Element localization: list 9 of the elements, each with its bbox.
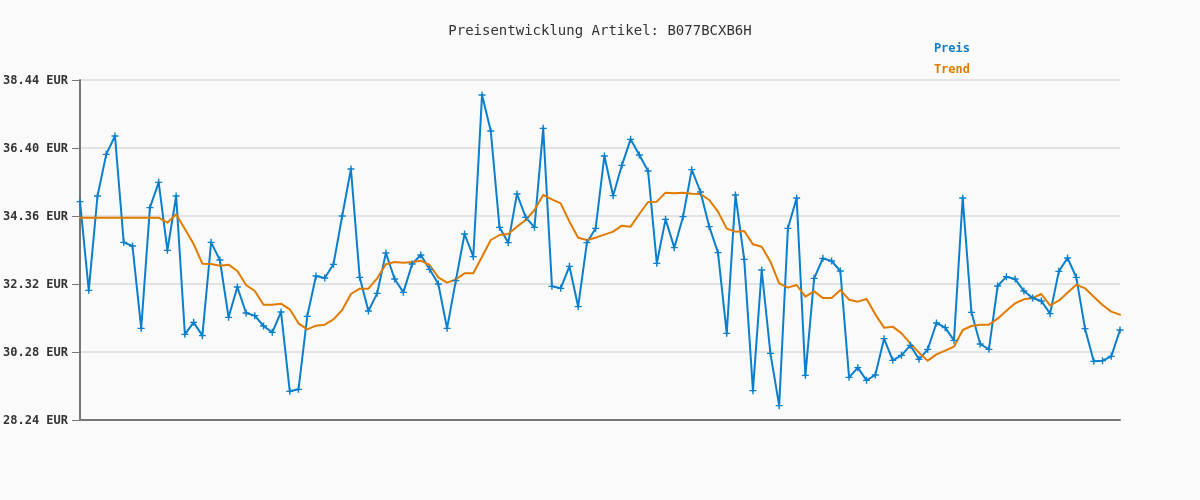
y-tick-label: 28.24 EUR (2, 413, 69, 427)
chart-title: Preisentwicklung Artikel: B077BCXB6H (448, 22, 752, 38)
y-tick-label: 38.44 EUR (2, 73, 69, 87)
y-tick-label: 36.40 EUR (2, 141, 69, 155)
y-tick-label: 34.36 EUR (2, 209, 69, 223)
text: Trend (933, 62, 970, 76)
text: Preis (933, 41, 970, 55)
y-tick-label: 30.28 EUR (2, 345, 69, 359)
y-tick-label: 32.32 EUR (2, 277, 69, 291)
